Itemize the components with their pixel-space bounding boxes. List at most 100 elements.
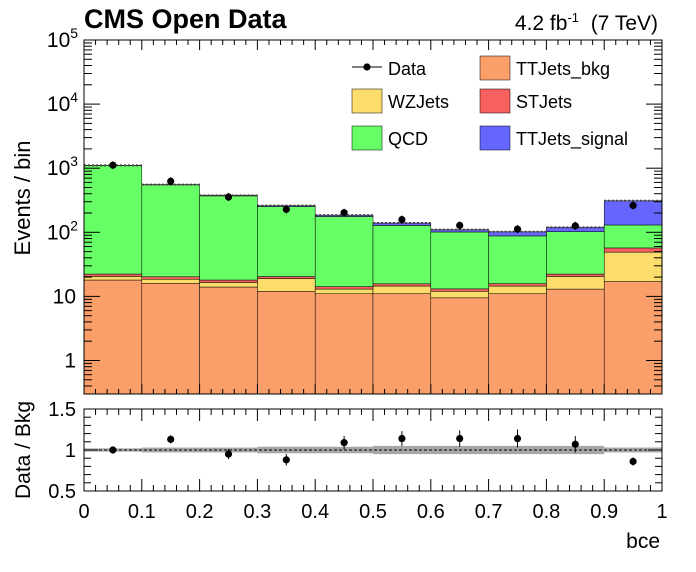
bar-ttjets_bkg-bin-2 <box>141 283 200 395</box>
ratio-panel: 0.5 1 1.5 0 0.1 0.2 0.3 0.4 0.5 0.6 0.7 0.8 0.9 1 Data… <box>12 399 668 553</box>
bar-ttjets_bkg-bin-9 <box>546 288 605 395</box>
bar-stjets-bin-4 <box>257 276 316 279</box>
bar-qcd-bin-5 <box>314 216 374 287</box>
bar-wzjets-bin-2 <box>141 279 200 284</box>
bar-wzjets-bin-5 <box>314 288 374 294</box>
data-point-1 <box>109 161 117 169</box>
y-tick-label-4: 103 <box>47 153 78 180</box>
data-point-10 <box>629 201 637 210</box>
bar-stjets-bin-5 <box>314 286 374 290</box>
bar-wzjets-bin-8 <box>488 285 547 294</box>
ratio-band-bin-10 <box>604 447 662 453</box>
data-point-5 <box>340 209 348 217</box>
bar-wzjets-bin-3 <box>199 282 258 288</box>
x-tick-label-8: 0.7 <box>475 501 503 523</box>
bar-stjets-bin-1 <box>83 273 143 277</box>
bar-qcd-bin-7 <box>430 231 489 290</box>
x-tick-label-5: 0.4 <box>301 501 329 523</box>
ratio-y-tick-label-2: 1 <box>65 440 76 462</box>
x-tick-label-7: 0.6 <box>417 501 445 523</box>
bar-qcd-bin-10 <box>603 224 663 249</box>
bar-ttjets_bkg-bin-10 <box>603 281 663 395</box>
bar-wzjets-bin-10 <box>603 251 663 282</box>
lumi-exponent: -1 <box>567 10 580 25</box>
data-point-4 <box>282 205 290 213</box>
legend-data-marker <box>363 63 371 71</box>
legend-swatch-qcd <box>351 125 383 151</box>
bar-stjets-bin-8 <box>488 283 547 287</box>
y-tick-label-1: 1 <box>64 349 76 372</box>
x-tick-label-3: 0.2 <box>186 501 214 523</box>
bar-stjets-bin-7 <box>430 288 489 292</box>
energy-label: (7 TeV) <box>590 12 658 35</box>
x-tick-label-2: 0.1 <box>128 501 156 523</box>
legend-label-stjets: STJets <box>516 92 572 112</box>
legend-swatch-ttjets_bkg <box>479 55 511 81</box>
bar-wzjets-bin-6 <box>372 285 432 294</box>
x-tick-label-1: 0 <box>78 501 89 523</box>
x-tick-label-6: 0.5 <box>359 501 387 523</box>
bar-qcd-bin-3 <box>199 195 258 281</box>
bar-wzjets-bin-1 <box>83 276 143 281</box>
legend-swatch-ttjets_signal <box>479 125 511 151</box>
bar-wzjets-bin-9 <box>546 276 605 290</box>
ratio-point-9 <box>571 440 579 448</box>
bar-stjets-bin-6 <box>372 283 432 287</box>
ratio-y-tick-label-1: 0.5 <box>48 481 76 503</box>
experiment-title: CMS Open Data <box>84 4 287 34</box>
ratio-point-1 <box>109 446 117 454</box>
y-tick-label-3: 102 <box>47 217 78 244</box>
bar-qcd-bin-8 <box>488 235 547 284</box>
bar-stjets-bin-9 <box>546 273 605 277</box>
upper-panel: 1 10 102 103 104 105 Events / bin <box>10 25 663 395</box>
bar-wzjets-bin-7 <box>430 291 489 299</box>
bar-ttjets_bkg-bin-6 <box>372 293 432 395</box>
ratio-point-3 <box>224 450 233 458</box>
ratio-point-4 <box>282 456 290 464</box>
x-tick-label-10: 0.9 <box>590 501 618 523</box>
ratio-point-5 <box>340 439 348 447</box>
bar-stjets-bin-10 <box>603 247 663 253</box>
bar-stjets-bin-2 <box>141 276 200 280</box>
ratio-band-bin-8 <box>488 445 547 455</box>
data-point-2 <box>167 177 175 185</box>
legend-label-wzjets: WZJets <box>388 92 449 112</box>
x-tick-label-4: 0.3 <box>243 501 271 523</box>
ratio-point-7 <box>456 434 464 443</box>
bar-ttjets_bkg-bin-7 <box>430 297 489 395</box>
data-point-7 <box>456 221 464 230</box>
legend-label-qcd: QCD <box>388 129 428 149</box>
legend-swatch-wzjets <box>351 88 383 114</box>
bar-qcd-bin-6 <box>372 225 432 285</box>
data-point-9 <box>571 222 579 230</box>
bar-wzjets-bin-4 <box>257 278 316 292</box>
bar-qcd-bin-2 <box>141 184 200 278</box>
ratio-y-tick-label-3: 1.5 <box>48 399 76 421</box>
data-point-3 <box>224 193 233 201</box>
bar-stjets-bin-3 <box>199 279 258 283</box>
y-axis-label-ratio: Data / Bkg <box>12 401 35 499</box>
ratio-point-6 <box>398 434 406 443</box>
ratio-point-10 <box>629 457 637 466</box>
bar-ttjets_bkg-bin-4 <box>257 291 316 395</box>
x-tick-label-11: 1 <box>656 501 667 523</box>
y-tick-label-6: 105 <box>47 25 78 52</box>
bar-qcd-bin-1 <box>83 165 143 275</box>
bar-ttjets_bkg-bin-5 <box>314 293 374 395</box>
bar-qcd-bin-9 <box>546 231 605 275</box>
y-tick-label-2: 10 <box>53 285 76 308</box>
data-point-6 <box>398 215 406 224</box>
legend-swatch-stjets <box>479 88 511 114</box>
bar-ttjets_bkg-bin-3 <box>199 286 258 395</box>
luminosity-label: 4.2 fb-1 (7 TeV) <box>515 10 658 36</box>
y-axis-label-upper: Events / bin <box>10 141 35 256</box>
bar-ttjets_bkg-bin-1 <box>83 279 143 395</box>
x-tick-label-9: 0.8 <box>532 501 560 523</box>
lumi-value: 4.2 fb <box>514 12 568 35</box>
ratio-point-8 <box>513 434 522 443</box>
bar-qcd-bin-4 <box>257 206 316 277</box>
x-axis-label: bce <box>626 530 660 553</box>
bar-ttjets_bkg-bin-8 <box>488 293 547 395</box>
legend-label-data: Data <box>388 59 427 79</box>
